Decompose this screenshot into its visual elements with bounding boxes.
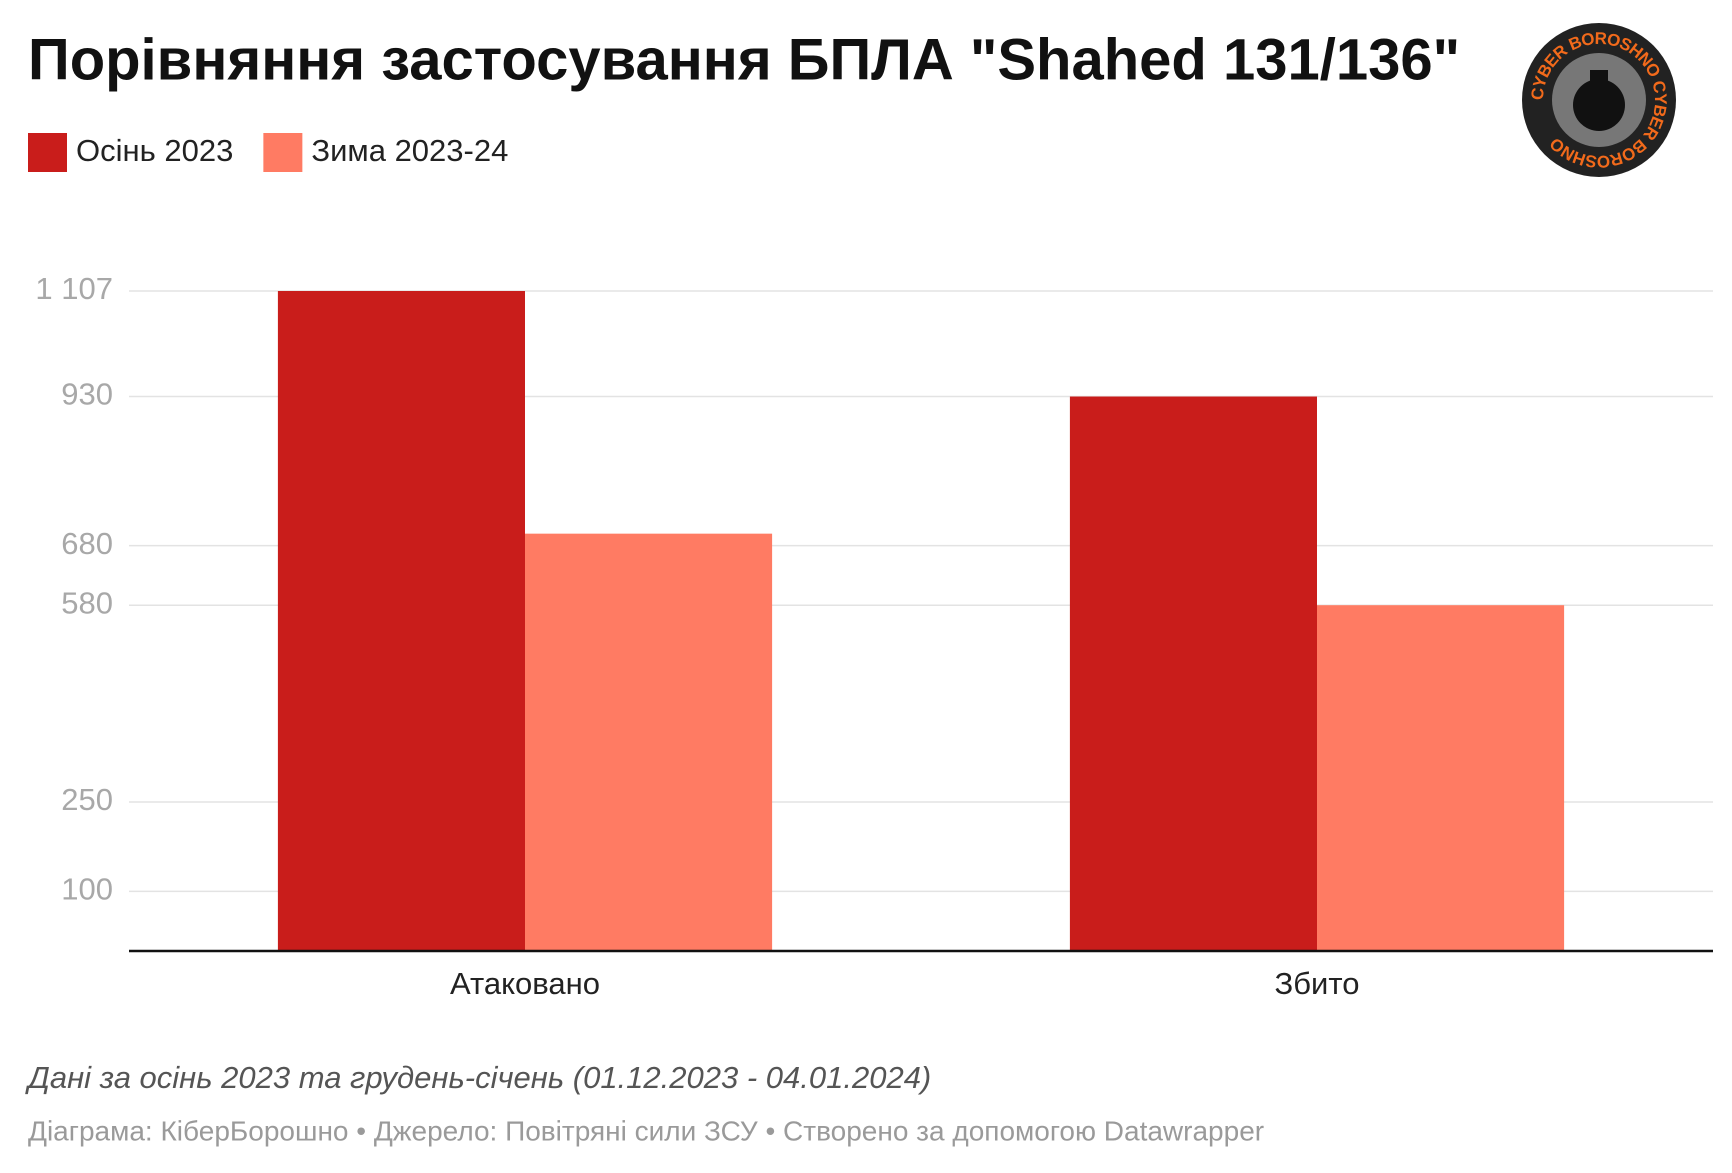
logo: CYBER BOROSHNO CYBER BOROSHNO — [1522, 23, 1676, 177]
legend-swatch — [263, 133, 303, 172]
y-tick-label: 930 — [61, 377, 113, 412]
y-tick-label: 100 — [61, 872, 113, 907]
note: Дані за осінь 2023 та грудень-січень (01… — [25, 1060, 931, 1095]
legend: Осінь 2023 Зима 2023-24 — [28, 133, 508, 172]
bar — [277, 291, 525, 951]
x-tick-label: Збито — [1275, 966, 1360, 1001]
y-tick-label: 250 — [61, 782, 113, 817]
legend-label: Осінь 2023 — [76, 133, 233, 168]
y-tick-label: 1 107 — [35, 271, 113, 306]
legend-swatch — [28, 133, 67, 172]
bar — [1317, 605, 1565, 951]
logo-grenade — [1573, 79, 1625, 131]
x-tick-label: Атаковано — [450, 966, 600, 1001]
bar — [525, 533, 773, 951]
source: Діаграма: КіберБорошно • Джерело: Повітр… — [28, 1115, 1264, 1146]
bars: Атаковано Збито — [277, 291, 1565, 1001]
chart-title: Порівняння застосування БПЛА "Shahed 131… — [28, 27, 1460, 92]
legend-label: Зима 2023-24 — [311, 133, 508, 168]
y-tick-label: 680 — [61, 526, 113, 561]
y-tick-label: 580 — [61, 585, 113, 620]
bar — [1069, 396, 1317, 951]
logo-grenade-top — [1590, 70, 1608, 84]
